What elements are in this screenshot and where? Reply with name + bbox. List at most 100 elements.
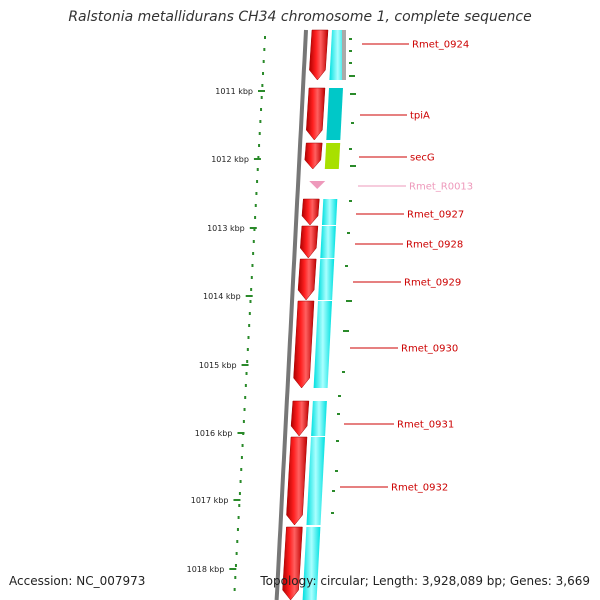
gc-dot bbox=[259, 120, 262, 123]
gc-dot bbox=[246, 348, 249, 351]
gc-dot bbox=[260, 108, 263, 111]
gc-dot bbox=[262, 72, 265, 75]
gc-dot bbox=[249, 300, 252, 303]
tick-label: 1013 kbp bbox=[207, 224, 245, 233]
gene-label: Rmet_0930 bbox=[401, 344, 458, 355]
gc-dot bbox=[262, 60, 265, 63]
gc-dot bbox=[332, 490, 335, 492]
gene-bar bbox=[311, 401, 327, 436]
gc-dot bbox=[256, 168, 259, 171]
tick-mark bbox=[253, 158, 261, 160]
cds-arrow bbox=[309, 29, 329, 81]
gene-bar bbox=[320, 226, 336, 258]
gc-dot bbox=[349, 50, 352, 52]
gc-dot bbox=[264, 36, 266, 39]
gc-dot bbox=[241, 444, 244, 447]
gc-dot bbox=[255, 192, 258, 195]
gc-dot bbox=[236, 528, 239, 531]
gene-bar bbox=[329, 30, 346, 80]
gene-bar bbox=[326, 88, 343, 140]
cds-arrow bbox=[297, 258, 317, 301]
gene-bar-edge bbox=[342, 30, 346, 80]
label-track: Rmet_0924 tpiA secG Rmet_R0013 Rmet_0927 Rmet… bbox=[340, 40, 473, 494]
gc-dot bbox=[234, 576, 237, 579]
tick-track: 1011 kbp 1012 kbp 1013 kbp 1014 kbp 1015 kbp… bbox=[187, 87, 265, 574]
gc-dot bbox=[242, 420, 245, 423]
gc-dot bbox=[349, 200, 352, 202]
gene-label: Rmet_0931 bbox=[397, 420, 454, 431]
gc-dot bbox=[258, 132, 261, 135]
gene-bar bbox=[313, 301, 332, 388]
gc-dot bbox=[263, 48, 266, 51]
tick-mark bbox=[245, 295, 253, 297]
trna-arrow bbox=[309, 181, 326, 189]
gc-dot bbox=[244, 396, 247, 399]
gc-dot bbox=[235, 552, 238, 555]
gc-dot bbox=[245, 372, 248, 375]
tick-mark bbox=[258, 90, 265, 92]
gc-dot bbox=[349, 75, 355, 77]
gc-dot bbox=[257, 156, 260, 159]
gc-dot bbox=[350, 165, 356, 167]
feature-track bbox=[282, 29, 346, 600]
gene-label: Rmet_0929 bbox=[404, 278, 461, 289]
accession-label: Accession: NC_007973 bbox=[9, 574, 146, 588]
gene-label: Rmet_0924 bbox=[412, 40, 469, 51]
gc-dot bbox=[331, 512, 334, 514]
cds-arrow bbox=[290, 400, 310, 437]
gene-bar bbox=[322, 199, 338, 225]
tick-mark bbox=[233, 499, 241, 501]
cds-arrow bbox=[282, 526, 303, 600]
gc-dot bbox=[349, 38, 352, 40]
chromosome-backbone bbox=[274, 29, 308, 600]
gene-bar bbox=[318, 259, 335, 300]
cds-arrow bbox=[301, 198, 320, 226]
gc-dot bbox=[342, 371, 345, 373]
gc-dot bbox=[337, 413, 340, 415]
gc-dot bbox=[243, 408, 246, 411]
gc-dot bbox=[346, 300, 352, 302]
gc-dot bbox=[233, 588, 236, 591]
gene-label: Rmet_0928 bbox=[406, 240, 463, 251]
gc-dot bbox=[247, 336, 250, 339]
gc-dot bbox=[248, 324, 251, 327]
gene-label: Rmet_0927 bbox=[407, 210, 464, 221]
gc-dot bbox=[240, 456, 243, 459]
gc-dot bbox=[261, 84, 264, 87]
gc-dot bbox=[246, 360, 249, 363]
gc-dot bbox=[258, 144, 261, 147]
gc-dot bbox=[345, 265, 348, 267]
gene-bar bbox=[324, 143, 341, 169]
gc-dot bbox=[260, 96, 263, 99]
gc-dot bbox=[336, 440, 339, 442]
backbone-layer bbox=[274, 29, 308, 600]
gc-dot bbox=[250, 288, 253, 291]
gc-dot bbox=[254, 216, 257, 219]
gc-dot bbox=[234, 564, 237, 567]
gc-dot bbox=[252, 240, 255, 243]
gc-dot bbox=[256, 180, 259, 183]
cds-arrow bbox=[304, 142, 323, 170]
gc-dot bbox=[251, 264, 254, 267]
gc-dot bbox=[250, 276, 253, 279]
gene-bar bbox=[306, 437, 325, 525]
cds-arrow bbox=[293, 300, 315, 389]
tick-label: 1015 kbp bbox=[199, 361, 237, 370]
gc-dot bbox=[349, 148, 352, 150]
cds-arrow bbox=[286, 436, 308, 526]
gc-dot bbox=[252, 252, 255, 255]
tick-label: 1017 kbp bbox=[191, 496, 229, 505]
tick-label: 1016 kbp bbox=[195, 429, 233, 438]
tick-label: 1014 kbp bbox=[203, 292, 241, 301]
cds-arrow bbox=[306, 87, 326, 141]
gc-dot bbox=[349, 62, 352, 64]
tick-mark bbox=[249, 227, 257, 229]
gc-dot bbox=[338, 395, 341, 397]
tick-mark bbox=[229, 568, 237, 570]
gc-dot bbox=[351, 122, 354, 124]
gc-dot bbox=[238, 504, 241, 507]
tick-mark bbox=[241, 364, 249, 366]
tick-label: 1012 kbp bbox=[211, 155, 249, 164]
tick-label: 1011 kbp bbox=[215, 87, 253, 96]
